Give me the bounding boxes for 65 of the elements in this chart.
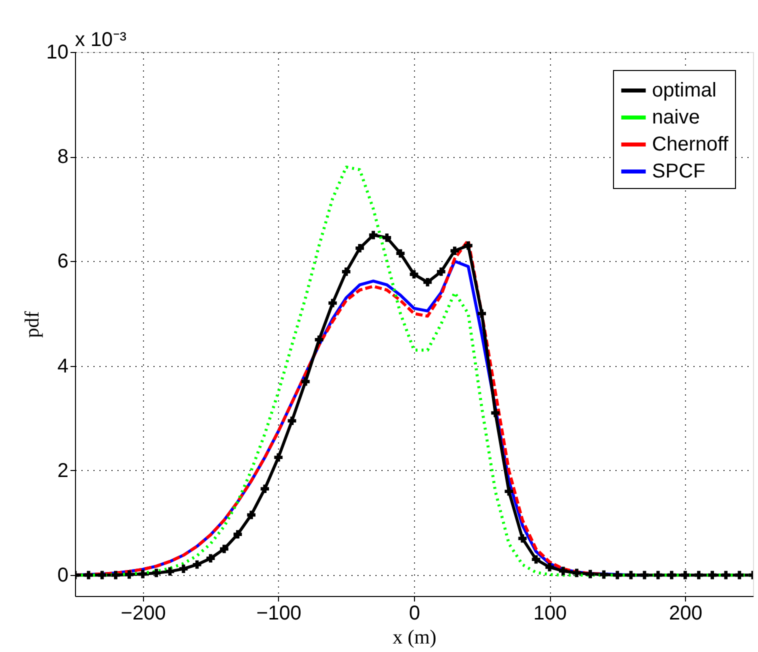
point bbox=[545, 563, 554, 572]
y-tick-label: 8 bbox=[57, 146, 68, 168]
point bbox=[464, 241, 472, 250]
point bbox=[558, 566, 568, 576]
legend-label: Chernoff bbox=[652, 134, 729, 156]
point bbox=[613, 570, 622, 580]
point bbox=[436, 268, 446, 276]
x-axis-title: x (m) bbox=[392, 626, 436, 648]
x-tick-label: 100 bbox=[533, 602, 567, 624]
point bbox=[125, 570, 134, 579]
y-tick-label: 4 bbox=[57, 355, 68, 378]
point bbox=[735, 570, 744, 580]
point bbox=[247, 510, 256, 520]
point bbox=[626, 570, 636, 580]
point bbox=[572, 568, 581, 578]
point bbox=[288, 416, 296, 425]
point bbox=[450, 246, 459, 255]
point bbox=[504, 487, 514, 496]
y-axis-title: pdf bbox=[21, 310, 44, 338]
point bbox=[600, 570, 608, 579]
point bbox=[274, 453, 283, 462]
y-tick-label: 0 bbox=[57, 564, 68, 587]
point bbox=[206, 554, 215, 563]
point bbox=[654, 570, 662, 580]
point bbox=[98, 570, 106, 580]
legend-label: SPCF bbox=[652, 160, 706, 182]
point bbox=[722, 570, 730, 580]
point bbox=[396, 249, 405, 258]
point bbox=[166, 567, 174, 576]
point bbox=[708, 570, 717, 580]
point bbox=[152, 568, 161, 578]
point bbox=[314, 336, 324, 344]
point bbox=[138, 570, 147, 578]
point bbox=[410, 270, 418, 278]
point bbox=[667, 570, 676, 580]
point bbox=[423, 278, 432, 286]
point bbox=[640, 570, 649, 580]
y-tick-label: 6 bbox=[57, 250, 68, 273]
legend-label: naive bbox=[652, 106, 700, 128]
point bbox=[260, 484, 270, 493]
x-tick-label: 0 bbox=[408, 602, 420, 624]
point bbox=[192, 560, 202, 569]
x-tick-label: 200 bbox=[669, 602, 702, 624]
point bbox=[179, 564, 188, 573]
point bbox=[478, 309, 486, 318]
legend-label: optimal bbox=[652, 80, 716, 102]
point bbox=[342, 268, 350, 276]
x-tick-label: −100 bbox=[256, 602, 302, 624]
text: x 10⁻³ bbox=[75, 29, 127, 51]
point bbox=[369, 230, 378, 240]
point bbox=[532, 555, 540, 564]
point bbox=[681, 570, 690, 580]
point bbox=[491, 408, 500, 418]
point bbox=[328, 298, 337, 308]
point bbox=[356, 244, 364, 252]
x-tick-label: −200 bbox=[120, 602, 166, 624]
y-tick-label: 10 bbox=[46, 42, 68, 64]
point bbox=[220, 544, 228, 554]
y-tick-label: 2 bbox=[57, 460, 68, 482]
point bbox=[382, 234, 392, 242]
point bbox=[84, 570, 93, 580]
point bbox=[234, 530, 242, 538]
point bbox=[586, 570, 594, 578]
point bbox=[694, 570, 703, 580]
point bbox=[111, 570, 120, 580]
